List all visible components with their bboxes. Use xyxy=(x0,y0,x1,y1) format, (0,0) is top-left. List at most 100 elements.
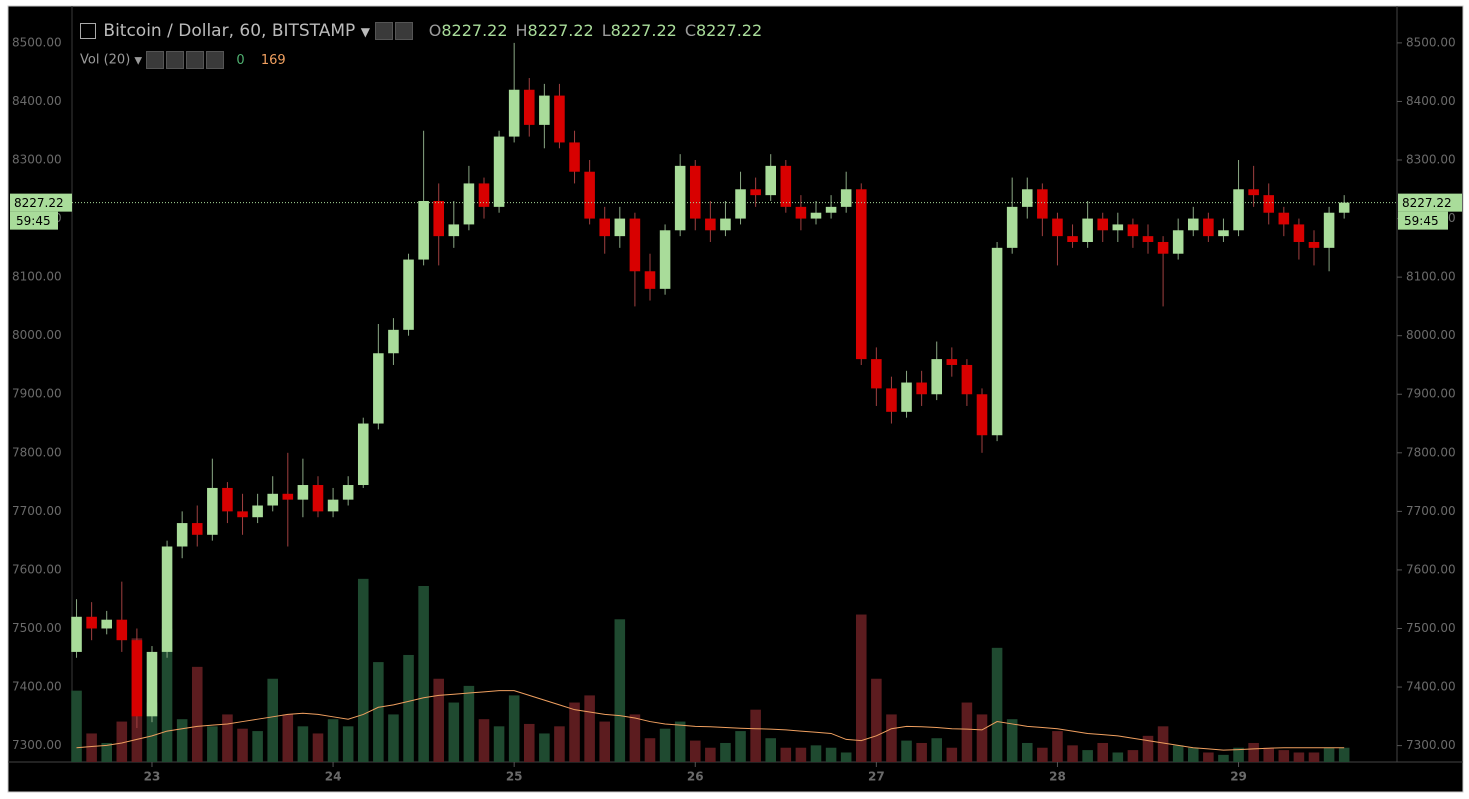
volume-bar xyxy=(886,714,897,762)
volume-bar xyxy=(282,714,294,762)
candle-body xyxy=(946,359,958,365)
y-tick-label: 8100.00 xyxy=(1406,270,1456,284)
volume-bar xyxy=(1142,735,1154,762)
chart-background xyxy=(7,5,1464,793)
candle-body xyxy=(1006,206,1018,248)
volume-bar xyxy=(674,721,686,762)
settings-icon[interactable] xyxy=(166,51,185,69)
y-tick-label: 7300.00 xyxy=(12,738,62,752)
candle-body xyxy=(1203,218,1214,237)
volume-bar xyxy=(222,714,233,762)
y-tick-label: 7900.00 xyxy=(12,387,62,401)
candle-body xyxy=(720,218,731,231)
volume-bar xyxy=(252,731,263,762)
volume-bar xyxy=(1082,750,1093,762)
volume-title[interactable]: Vol (20) xyxy=(80,52,131,68)
candle-body xyxy=(86,616,97,629)
volume-bar xyxy=(237,728,248,762)
ohlc-key: C xyxy=(684,21,696,40)
candle-body xyxy=(252,505,263,518)
candle-body xyxy=(735,189,746,219)
volume-bar xyxy=(101,742,112,762)
y-tick-label: 8000.00 xyxy=(1406,328,1456,342)
volume-bar xyxy=(1323,747,1335,762)
settings-icon[interactable] xyxy=(395,22,414,40)
volume-bar xyxy=(357,578,369,762)
close-icon[interactable] xyxy=(206,51,225,69)
volume-bar xyxy=(901,740,912,762)
candle-body xyxy=(539,95,550,125)
x-tick-label: 29 xyxy=(1230,770,1247,784)
candle-body xyxy=(931,359,943,395)
volume-bar xyxy=(327,719,339,762)
candle-body xyxy=(267,493,278,506)
volume-bar xyxy=(720,742,731,762)
candle-body xyxy=(614,218,626,237)
volume-bar xyxy=(267,678,278,762)
x-tick-label: 27 xyxy=(868,770,885,784)
eye-icon[interactable] xyxy=(375,22,394,40)
x-tick-label: 26 xyxy=(687,770,704,784)
volume-bar xyxy=(86,733,97,762)
candle-body xyxy=(644,271,656,289)
ohlc-value: 8227.22 xyxy=(695,21,763,40)
volume-bar xyxy=(312,733,324,762)
candle-body xyxy=(312,485,324,512)
volume-value: 0 xyxy=(236,52,245,68)
collapse-icon[interactable] xyxy=(80,23,96,39)
candle-body xyxy=(388,329,399,354)
candle-body xyxy=(403,259,414,330)
volume-bar xyxy=(418,585,429,762)
dropdown-arrow[interactable]: ▼ xyxy=(134,55,143,67)
candle-body xyxy=(342,485,354,500)
y-tick-label: 7700.00 xyxy=(12,504,62,518)
add-icon[interactable] xyxy=(186,51,205,69)
y-tick-label: 7800.00 xyxy=(12,445,62,459)
candle-body xyxy=(1037,189,1048,219)
y-tick-label: 8500.00 xyxy=(12,35,62,49)
volume-bar xyxy=(433,678,444,762)
ohlc-key: L xyxy=(601,21,611,40)
candle-body xyxy=(765,165,777,196)
candle-body xyxy=(161,546,173,652)
volume-bar xyxy=(1067,745,1078,762)
ohlc-value: 8227.22 xyxy=(441,21,508,40)
volume-bar xyxy=(946,747,958,762)
volume-bar xyxy=(599,721,610,762)
candle-body xyxy=(1323,212,1335,248)
candle-body xyxy=(1021,189,1033,207)
y-tick-label: 8300.00 xyxy=(12,153,62,167)
last-price-label: 8227.22 xyxy=(1402,196,1452,210)
symbol-title[interactable]: Bitcoin / Dollar, 60, BITSTAMP xyxy=(103,21,356,41)
candle-body xyxy=(1338,202,1350,213)
volume-bar xyxy=(1263,747,1275,762)
volume-bar xyxy=(508,695,520,762)
y-tick-label: 8100.00 xyxy=(12,270,62,284)
volume-ma-value: 169 xyxy=(260,52,286,68)
volume-bar xyxy=(825,747,837,762)
candle-body xyxy=(418,201,429,260)
dropdown-arrow[interactable]: ▼ xyxy=(360,25,370,39)
volume-bar xyxy=(1052,731,1063,762)
y-tick-label: 7500.00 xyxy=(1406,621,1456,635)
candle-body xyxy=(976,394,988,436)
candle-body xyxy=(297,485,309,500)
candle-body xyxy=(448,224,460,237)
candle-body xyxy=(433,201,444,237)
candle-body xyxy=(569,142,580,172)
y-tick-label: 8400.00 xyxy=(12,94,62,108)
candle-body xyxy=(1097,218,1109,231)
candle-body xyxy=(689,165,701,219)
countdown-box xyxy=(1398,211,1448,230)
candle-body xyxy=(750,189,761,196)
candle-body xyxy=(1263,195,1275,213)
volume-bar xyxy=(1278,750,1290,762)
y-tick-label: 7300.00 xyxy=(1406,738,1456,752)
volume-bar xyxy=(991,647,1003,762)
volume-bar xyxy=(1308,752,1320,762)
eye-icon[interactable] xyxy=(146,51,165,69)
volume-bar xyxy=(1248,742,1259,762)
volume-bar xyxy=(1338,747,1350,762)
candle-body xyxy=(237,511,248,518)
volume-ma-line xyxy=(76,690,1345,751)
